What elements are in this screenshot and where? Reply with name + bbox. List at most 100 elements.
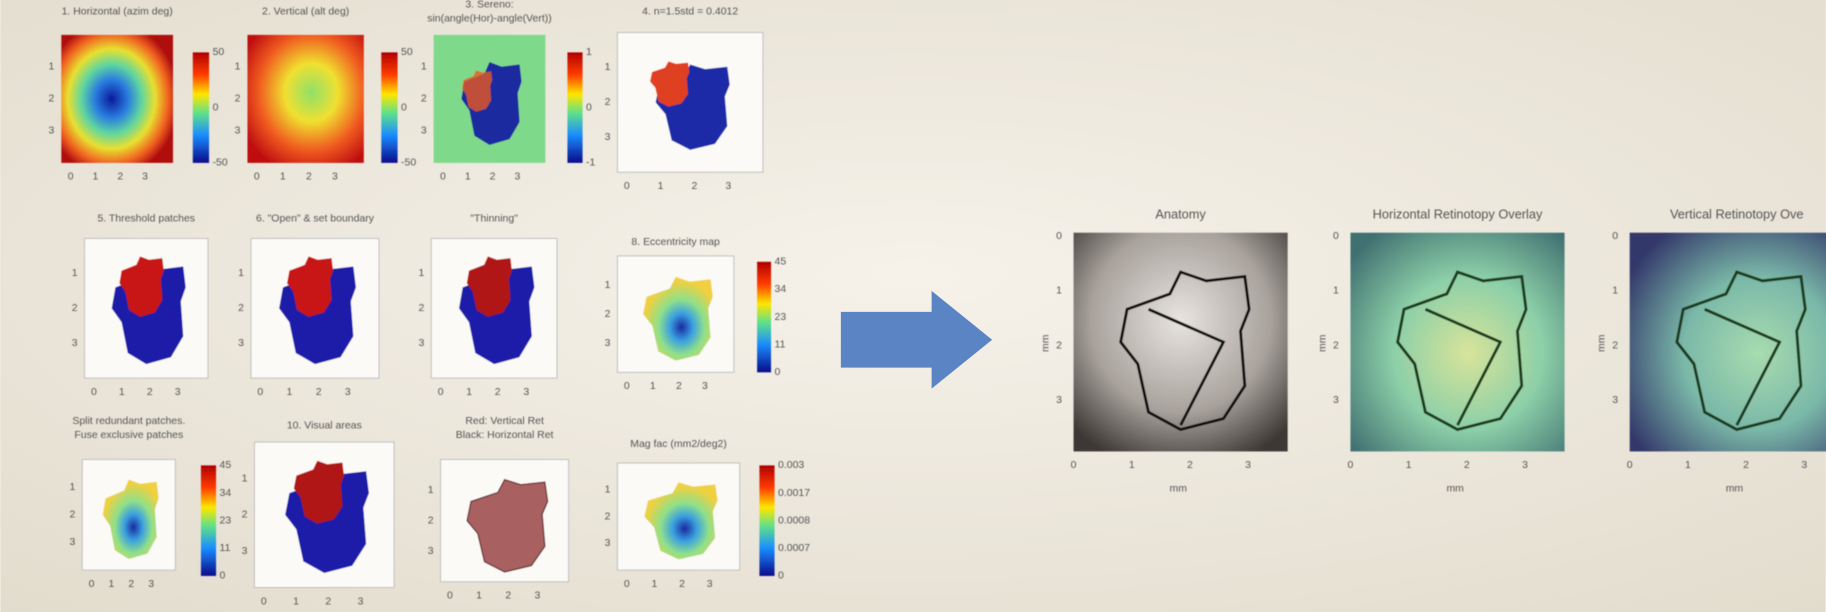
x-tick-label: 3 [1522,460,1528,471]
y-tick-label: 3 [1333,395,1339,406]
x-tick-label: 3 [148,579,154,590]
y-axis-label: mm [1597,334,1608,352]
x-tick-label: 0 [89,579,95,590]
y-tick-label: 2 [605,97,611,108]
x-tick-label: 0 [624,381,630,392]
x-tick-label: 3 [725,181,731,192]
y-tick-label: 1 [238,268,244,279]
y-tick-label: 3 [605,538,611,549]
colorbar-tick-label: 0.003 [778,460,804,471]
y-tick-label: 2 [1056,340,1062,351]
colorbar [193,52,209,163]
panel-title: Red: Vertical Ret [465,416,544,427]
x-tick-label: 1 [1406,460,1412,471]
x-tick-label: 1 [93,172,99,183]
colorbar-tick-label: 45 [775,257,787,268]
y-tick-label: 0 [1612,231,1618,242]
y-tick-label: 2 [49,94,55,105]
x-tick-label: 1 [119,387,125,398]
y-tick-label: 3 [428,546,434,557]
x-tick-label: 1 [466,387,472,398]
x-tick-label: 1 [109,579,115,590]
x-tick-label: 3 [707,579,713,590]
x-tick-label: 2 [679,579,685,590]
x-tick-label: 3 [175,387,181,398]
x-tick-label: 0 [1348,460,1354,471]
x-tick-label: 2 [1187,460,1193,471]
colorbar-tick-label: 0.0007 [778,543,810,554]
colorbar-tick-label: 50 [213,47,225,58]
x-tick-label: 0 [624,181,630,192]
y-tick-label: 2 [242,510,248,521]
y-tick-label: 0 [1056,231,1062,242]
x-tick-label: 0 [1627,460,1633,471]
x-tick-label: 2 [1464,460,1470,471]
colorbar [201,465,216,576]
y-tick-label: 2 [605,309,611,320]
x-tick-label: 1 [1129,460,1135,471]
x-tick-label: 0 [254,172,260,183]
x-tick-label: 3 [514,172,520,183]
x-tick-label: 1 [293,596,299,607]
slide-photo: 1. Horizontal (azim deg)0123123500-502. … [0,0,1826,612]
x-tick-label: 3 [332,172,338,183]
colorbar-tick-label: 0 [586,102,592,113]
y-tick-label: 1 [1333,286,1339,297]
x-tick-label: 0 [440,172,446,183]
colorbar-tick-label: 0.0008 [778,515,810,526]
x-tick-label: 1 [287,387,293,398]
panel-title: 2. Vertical (alt deg) [262,6,349,17]
x-tick-label: 1 [1685,460,1691,471]
y-tick-label: 1 [419,268,425,279]
y-tick-label: 2 [421,94,427,105]
y-tick-label: 1 [605,280,611,291]
x-tick-label: 2 [505,590,511,601]
x-tick-label: 1 [650,381,656,392]
x-tick-label: 0 [257,387,263,398]
x-tick-label: 0 [91,387,97,398]
y-tick-label: 3 [605,132,611,143]
y-tick-label: 2 [1612,340,1618,351]
panel-title: Anatomy [1155,207,1206,222]
panel-title: 10. Visual areas [287,421,362,432]
x-tick-label: 0 [1071,460,1077,471]
colorbar-tick-label: 0 [778,571,784,582]
y-tick-label: 3 [49,126,55,137]
x-tick-label: 1 [476,590,482,601]
y-tick-label: 1 [1056,286,1062,297]
panel-title: Black: Horizontal Ret [456,430,554,441]
x-tick-label: 2 [676,381,682,392]
colorbar-tick-label: -1 [586,158,595,169]
x-tick-label: 2 [128,579,134,590]
colorbar [759,465,774,576]
x-tick-label: 3 [1801,460,1807,471]
x-tick-label: 3 [358,596,364,607]
y-axis-label: mm [1040,334,1051,352]
panel-title: sin(angle(Hor)-angle(Vert)) [427,13,552,24]
panel-title: 5. Threshold patches [97,214,195,225]
y-tick-label: 3 [421,126,427,137]
panel-title: Horizontal Retinotopy Overlay [1373,207,1543,222]
y-tick-label: 0 [1333,231,1339,242]
y-tick-label: 1 [605,62,611,73]
y-tick-label: 1 [72,268,78,279]
y-tick-label: 2 [235,94,241,105]
y-tick-label: 2 [605,511,611,522]
colorbar-tick-label: 0 [220,571,226,582]
y-tick-label: 3 [242,546,248,557]
panel-title: 3. Sereno: [465,0,513,10]
y-tick-label: 3 [605,338,611,349]
colorbar-tick-label: 0 [213,102,219,113]
x-axis-label: mm [1726,483,1744,494]
panel-title: 6. "Open" & set boundary [256,214,375,225]
colorbar-tick-label: 1 [586,47,592,58]
panel-title: Split redundant patches. [72,416,185,427]
y-tick-label: 2 [238,303,244,314]
colorbar [757,262,771,373]
y-tick-label: 2 [428,515,434,526]
panel-title: Mag fac (mm2/deg2) [630,439,727,450]
colorbar-tick-label: 11 [775,339,786,350]
y-tick-label: 1 [242,473,248,484]
panel-title: 1. Horizontal (azim deg) [62,6,173,17]
x-tick-label: 1 [465,172,471,183]
